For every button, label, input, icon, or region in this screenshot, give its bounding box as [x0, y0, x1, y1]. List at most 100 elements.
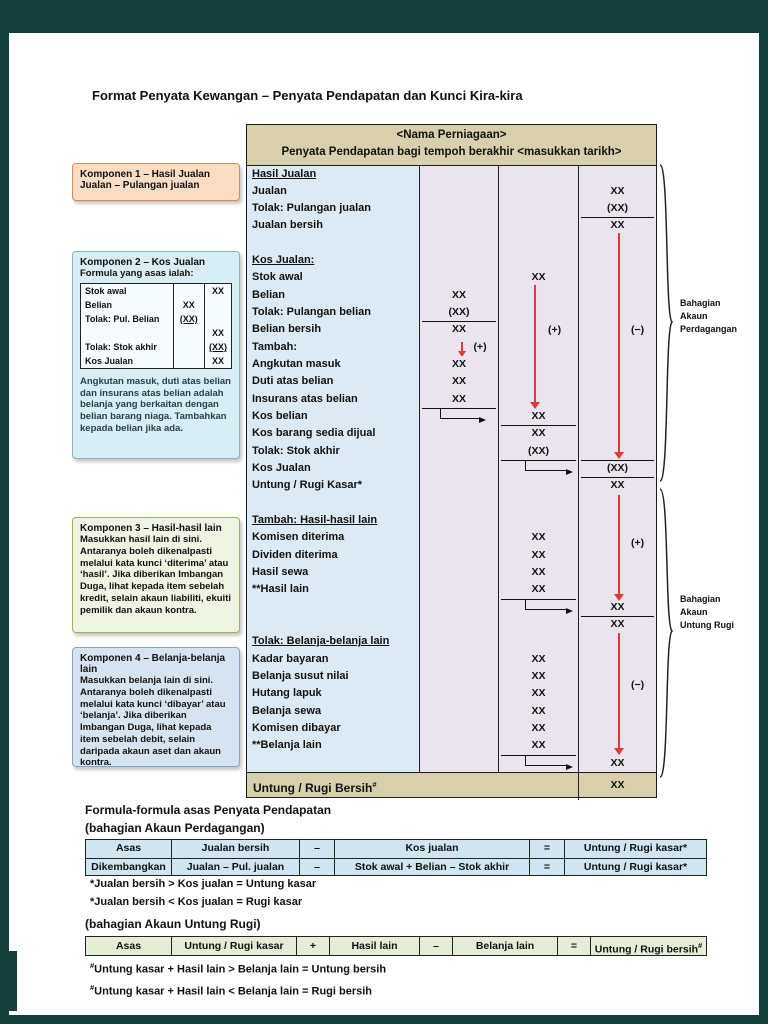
komponen2-title: Komponen 2 – Kos Jualan — [80, 257, 206, 268]
formula-cell: Belanja lain — [452, 937, 557, 955]
table-row: Hasil sewa XX — [247, 564, 656, 582]
viewer-frame-left — [0, 0, 9, 1024]
komponen2-table-cell — [204, 297, 231, 312]
red-down-arrow-icon — [458, 341, 467, 357]
value-cell: XX — [498, 408, 578, 426]
table-row: Kos barang sedia dijual XX — [247, 425, 656, 443]
formula-cell: – — [419, 937, 452, 955]
row-label: Tambah: Hasil-hasil lain — [247, 512, 419, 530]
formula-section1-subheading: (bahagian Akaun Perdagangan) — [85, 821, 265, 835]
value-cell: XX — [498, 737, 578, 755]
page-title: Format Penyata Kewangan – Penyata Pendap… — [92, 88, 523, 103]
value-cell — [578, 425, 656, 443]
value-cell — [419, 165, 498, 183]
komponen4-body: Masukkan belanja lain di sini. Antaranya… — [80, 675, 226, 769]
row-label: Angkutan masuk — [247, 356, 419, 374]
row-label: Tolak: Belanja-belanja lain — [247, 633, 419, 651]
formula-row: Dikembangkan Jualan – Pul. jualan – Stok aw… — [86, 857, 706, 875]
value-cell: XX — [419, 390, 498, 409]
komponen2-table-row: Tolak: Stok akhir (XX) — [81, 339, 231, 354]
komponen2-table-cell: Stok awal — [85, 285, 127, 296]
row-label: Hutang lapuk — [247, 685, 419, 703]
value-cell — [498, 217, 578, 235]
formula-cell: – — [299, 857, 334, 875]
komponen2-table-cell — [81, 326, 173, 340]
row-label: Hasil sewa — [247, 564, 419, 582]
value-cell — [498, 616, 578, 634]
formula-cell: Untung / Rugi kasar — [171, 937, 296, 955]
value-cell — [419, 408, 498, 426]
value-cell — [498, 165, 578, 183]
formula-cell: Jualan bersih — [171, 840, 299, 858]
net-profit-value: XX — [578, 772, 656, 800]
value-cell — [419, 442, 498, 461]
value-cell — [419, 512, 498, 530]
value-cell — [419, 754, 498, 772]
value-cell: XX — [498, 564, 578, 582]
row-label: Tolak: Pulangan jualan — [247, 200, 419, 218]
row-label: Insurans atas belian — [247, 390, 419, 409]
row-label: Belanja sewa — [247, 702, 419, 720]
value-cell: XX — [419, 286, 498, 305]
table-row: Insurans atas belian XX — [247, 390, 656, 409]
row-label: Jualan — [247, 182, 419, 201]
formula-table-untung-rugi: Asas Untung / Rugi kasar + Hasil lain – Belan… — [85, 936, 707, 956]
brace-icon — [659, 164, 674, 482]
value-cell: XX — [498, 581, 578, 599]
value-cell — [419, 546, 498, 565]
table-row: Belanja sewa XX — [247, 702, 656, 720]
value-cell — [578, 529, 656, 547]
formula-cell: = — [529, 857, 564, 875]
value-cell — [578, 512, 656, 530]
business-name-placeholder: <Nama Perniagaan> — [396, 129, 507, 141]
net-profit-row: Untung / Rugi Bersih# XX — [247, 771, 656, 800]
value-cell — [498, 252, 578, 270]
row-label: Kos Jualan: — [247, 252, 419, 270]
komponen3-box: Komponen 3 – Hasil-hasil lain Masukkan h… — [72, 517, 240, 633]
value-cell: XX — [498, 269, 578, 287]
row-label: Belanja susut nilai — [247, 668, 419, 686]
value-cell — [419, 460, 498, 478]
komponen2-table-cell: Tolak: Pul. Belian — [85, 313, 160, 324]
table-row: Tolak: Stok akhir (XX) — [247, 442, 656, 461]
statement-body: Hasil Jualan Jualan XX Tolak: Pulangan jual… — [247, 165, 656, 772]
viewer-frame-right — [759, 0, 768, 1024]
value-cell — [578, 269, 656, 287]
value-cell — [578, 252, 656, 270]
row-label: Jualan bersih — [247, 217, 419, 235]
formula-cell: Kos jualan — [334, 840, 529, 858]
komponen2-table-cell: (XX) — [204, 339, 231, 354]
value-cell — [419, 269, 498, 287]
footnote: *Jualan bersih < Kos jualan = Rugi kasar — [90, 895, 303, 908]
value-cell — [578, 720, 656, 738]
value-cell — [498, 304, 578, 322]
value-cell: XX — [578, 182, 656, 201]
formula-cell: Asas — [86, 840, 171, 858]
table-row: Angkutan masuk XX — [247, 356, 656, 374]
formula-cell: Untung / Rugi bersih# — [590, 937, 706, 955]
value-cell — [419, 425, 498, 443]
table-row — [247, 234, 656, 253]
value-cell: XX — [578, 754, 656, 772]
komponen1-box: Komponen 1 – Hasil Jualan Jualan – Pulan… — [72, 163, 240, 201]
table-row: XX — [247, 598, 656, 617]
komponen2-table-row: Stok awal XX — [81, 283, 231, 298]
value-cell — [578, 685, 656, 703]
value-cell — [498, 373, 578, 391]
value-cell — [498, 754, 578, 772]
table-row: Tolak: Belanja-belanja lain — [247, 633, 656, 651]
table-row: Hasil Jualan — [247, 165, 656, 183]
viewer-frame-bottom — [0, 1015, 768, 1024]
value-cell: XX — [498, 546, 578, 565]
value-cell — [419, 217, 498, 235]
value-cell — [419, 702, 498, 720]
formula-cell: + — [296, 937, 329, 955]
komponen2-table-row: Belian XX — [81, 297, 231, 312]
row-label: Dividen diterima — [247, 546, 419, 565]
komponen2-table-cell — [172, 353, 205, 368]
net-profit-label: Untung / Rugi Bersih# — [253, 779, 377, 795]
elbow-arrow-icon — [525, 755, 573, 770]
value-cell: (XX) — [419, 304, 498, 322]
formula-cell: Jualan – Pul. jualan — [171, 857, 299, 875]
